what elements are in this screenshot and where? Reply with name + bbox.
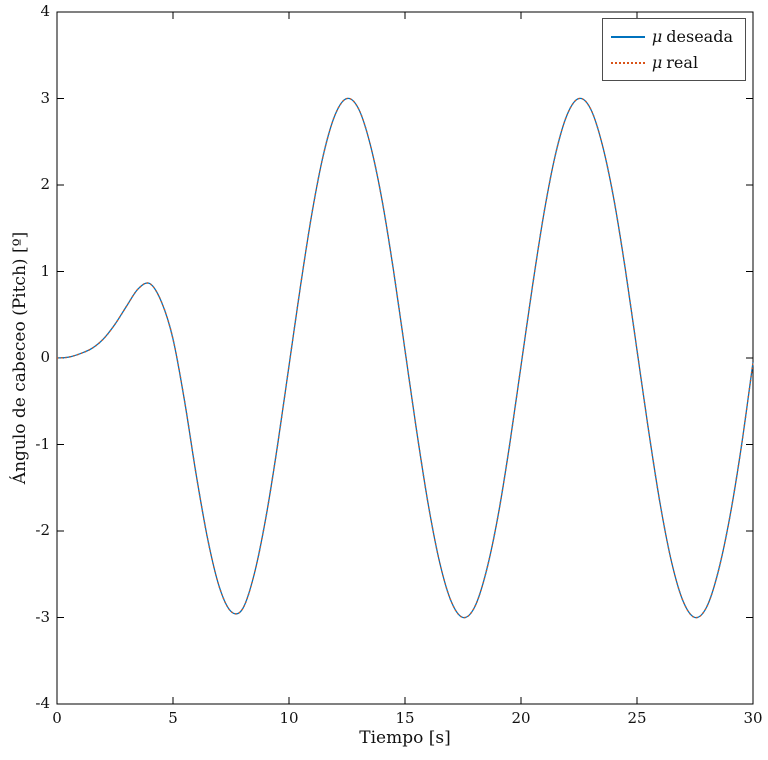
y-tick-label: -1 [35,434,50,453]
legend-item-mu-real: μ real [610,53,733,72]
legend: μ deseada μ real [601,18,746,81]
x-tick-label: 0 [52,709,62,727]
y-tick-label: 0 [40,348,50,366]
y-tick-label: 4 [40,2,50,20]
x-tick-label: 25 [627,709,647,727]
x-tick-label: 20 [511,709,531,727]
y-tick-label: 2 [40,175,50,193]
legend-label-real: real [666,53,699,72]
x-tick-label: 10 [279,709,299,727]
legend-symbol-mu: μ [651,27,663,46]
y-tick-label: -3 [35,607,50,626]
legend-line-dotted-orange [610,61,645,64]
y-tick-label: -4 [35,694,50,712]
y-tick-label: 1 [40,261,50,280]
x-tick-label: 5 [168,709,178,727]
legend-item-mu-deseada: μ deseada [610,27,733,46]
legend-label-deseada: deseada [666,27,733,46]
y-tick-label: -2 [35,521,50,539]
y-tick-label: 3 [40,88,50,107]
x-tick-label: 30 [743,709,763,727]
x-axis-label: Tiempo [s] [359,728,451,748]
x-tick-label: 15 [395,709,415,727]
legend-symbol-mu: μ [651,53,663,72]
legend-line-solid-blue [610,35,645,38]
